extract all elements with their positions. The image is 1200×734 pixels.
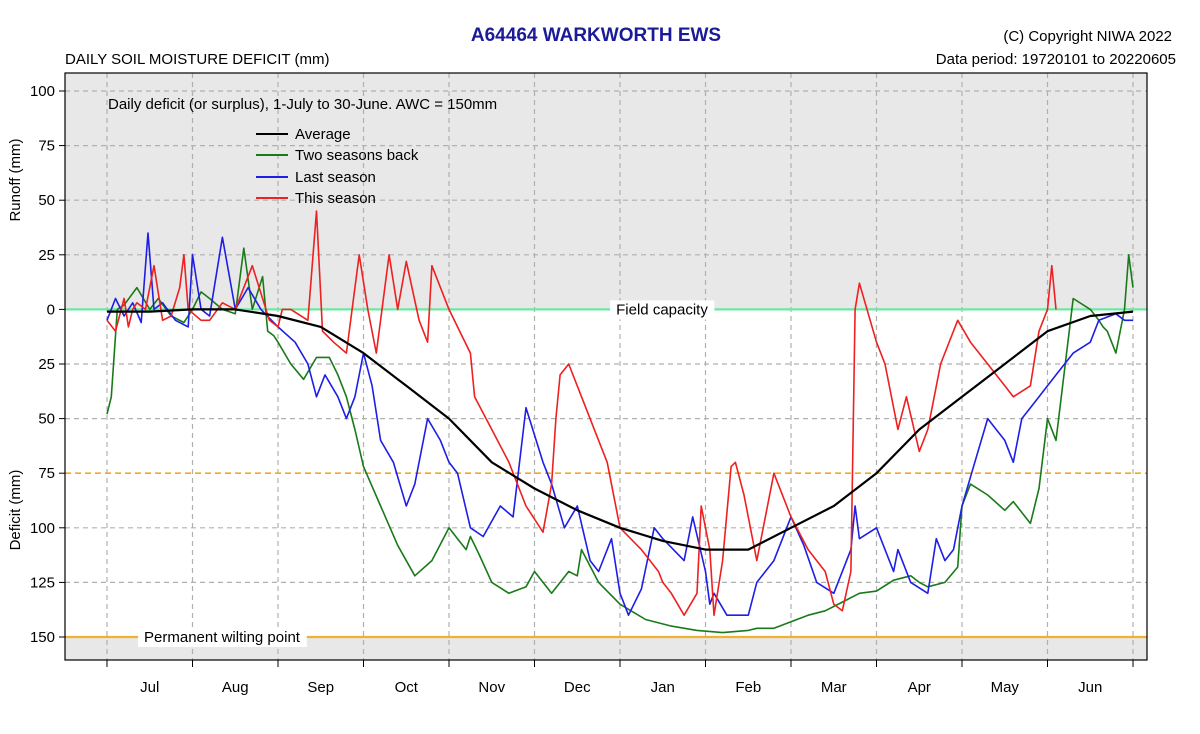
x-tick-label: Feb <box>735 679 761 696</box>
surplus-zone <box>65 73 1147 310</box>
x-tick-label: May <box>991 679 1020 696</box>
field-capacity-label-backing <box>610 300 715 320</box>
legend-label-two-seasons-back: Two seasons back <box>295 147 419 164</box>
plot-frame <box>64 72 1148 661</box>
x-tick-label: Nov <box>478 679 505 696</box>
y-tick-label: 50 <box>38 192 55 209</box>
x-tick-label: Mar <box>821 679 847 696</box>
wilting-point-label: Permanent wilting point <box>144 629 301 646</box>
y-tick-label: 50 <box>38 411 55 428</box>
y-tick-label: 100 <box>30 520 55 537</box>
x-tick-label: Oct <box>395 679 419 696</box>
series-line-last-season <box>106 232 1133 617</box>
y-axis-label-deficit: Deficit (mm) <box>7 470 24 551</box>
legend-label-last-season: Last season <box>295 169 376 186</box>
x-tick-label: Dec <box>564 679 591 696</box>
y-tick-label: 125 <box>30 574 55 591</box>
copyright-text: (C) Copyright NIWA 2022 <box>1003 28 1172 45</box>
chart-title: A64464 WARKWORTH EWS <box>471 25 721 46</box>
legend-label-this-season: This season <box>295 190 376 207</box>
x-tick-label: Jun <box>1078 679 1102 696</box>
series-line-this-season <box>106 210 1057 617</box>
x-tick-label: Aug <box>222 679 249 696</box>
legend: Average Two seasons back Last season This s… <box>256 126 419 207</box>
axes: 100 75 50 25 0 25 50 75 100 125 150 Jul Aug Sep Oct Nov… <box>30 72 1148 696</box>
legend-label-average: Average <box>295 126 351 143</box>
x-tick-label: Apr <box>908 679 931 696</box>
series-line-average <box>107 308 1134 551</box>
series-line-two-seasons-back <box>106 247 1134 634</box>
x-tick-label: Jul <box>140 679 159 696</box>
plot-background <box>65 73 1147 660</box>
x-tick-label: Sep <box>307 679 334 696</box>
y-tick-label: 25 <box>38 247 55 264</box>
wilting-point-label-backing <box>138 628 307 647</box>
y-tick-label: 25 <box>38 356 55 373</box>
data-period-text: Data period: 19720101 to 20220605 <box>936 51 1176 68</box>
chart-subtitle: DAILY SOIL MOISTURE DEFICIT (mm) <box>65 51 329 68</box>
x-tick-label: Jan <box>651 679 675 696</box>
y-tick-label: 150 <box>30 629 55 646</box>
y-axis-label-runoff: Runoff (mm) <box>7 138 24 221</box>
y-tick-label: 100 <box>30 83 55 100</box>
field-capacity-label: Field capacity <box>616 301 708 318</box>
y-tick-label: 75 <box>38 465 55 482</box>
chart-note: Daily deficit (or surplus), 1-July to 30… <box>108 96 497 113</box>
y-tick-label: 75 <box>38 138 55 155</box>
grid-lines <box>65 73 1147 660</box>
data-series <box>106 210 1134 634</box>
reference-lines: Field capacity Permanent wilting point <box>65 300 1147 647</box>
y-tick-label: 0 <box>47 301 55 318</box>
